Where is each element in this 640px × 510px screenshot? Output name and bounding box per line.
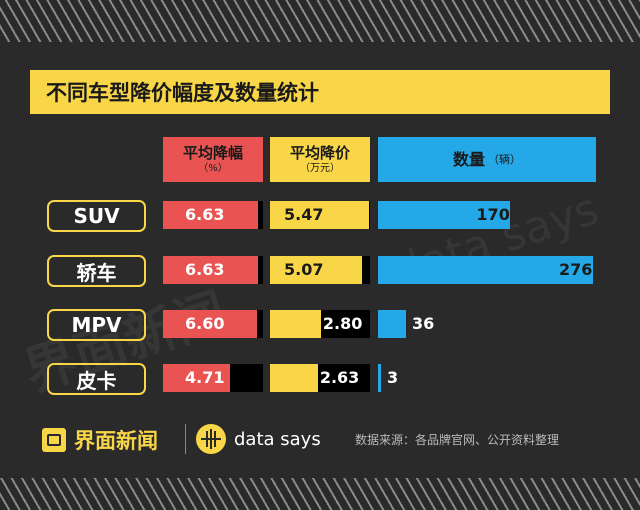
jiemian-logo-text: 界面新闻 [74, 429, 158, 453]
amt-track-2: 2.80 [270, 310, 370, 338]
header-amt-unit: （万元） [300, 162, 340, 174]
datasays-logo-text: data says [234, 428, 321, 450]
count-value-label-3: 3 [387, 368, 399, 387]
amt-bar-2 [270, 310, 321, 338]
pct-track-1: 6.63 [163, 256, 263, 284]
header-count-label: 数量 [452, 149, 485, 169]
count-bar-1 [378, 256, 593, 284]
pct-track-2: 6.60 [163, 310, 263, 338]
header-pct-label: 平均降幅 [182, 143, 243, 162]
top-hatch-decoration [0, 0, 640, 42]
header-count-unit: （辆） [488, 152, 521, 166]
count-value-label-1: 276 [559, 260, 593, 279]
pct-value-label-0: 6.63 [185, 205, 225, 224]
amt-value-label-2: 2.80 [322, 314, 363, 333]
pct-value-label-3: 4.71 [185, 368, 225, 387]
amt-bar-1 [270, 256, 363, 284]
category-label-2: MPV [47, 309, 146, 341]
count-bar-3 [378, 364, 381, 392]
pct-value-label-2: 6.60 [185, 314, 225, 333]
amt-track-0: 5.47 [270, 201, 370, 229]
header-avg-discount-amount: 平均降价 （万元） [270, 137, 370, 182]
amt-track-1: 5.07 [270, 256, 370, 284]
count-bar-0 [378, 201, 511, 229]
datasays-logo-icon [196, 424, 226, 454]
pct-bar-3 [163, 364, 231, 392]
amt-bar-0 [270, 201, 370, 229]
pct-value-label-1: 6.63 [185, 260, 225, 279]
header-count: 数量 （辆） [378, 137, 596, 182]
amt-value-label-0: 5.47 [284, 205, 324, 224]
chart-title-box: 不同车型降价幅度及数量统计 [30, 70, 610, 114]
pct-bar-2 [163, 310, 258, 338]
pct-bar-0 [163, 201, 258, 229]
count-value-label-0: 170 [476, 205, 510, 224]
category-label-3: 皮卡 [47, 363, 146, 395]
amt-bar-3 [270, 364, 318, 392]
jiemian-logo-icon [42, 428, 66, 452]
header-pct-unit: （%） [198, 162, 228, 174]
category-label-1: 轿车 [47, 255, 146, 287]
pct-track-3: 4.71 [163, 364, 263, 392]
amt-value-label-3: 2.63 [319, 368, 360, 387]
amt-value-label-1: 5.07 [284, 260, 324, 279]
pct-track-0: 6.63 [163, 201, 263, 229]
pct-bar-1 [163, 256, 258, 284]
bottom-hatch-decoration [0, 478, 640, 510]
datasays-logo: data says [196, 424, 321, 454]
count-bar-2 [378, 310, 407, 338]
category-label-0: SUV [47, 200, 146, 232]
header-amt-label: 平均降价 [289, 143, 350, 162]
header-avg-discount-pct: 平均降幅 （%） [163, 137, 263, 182]
amt-track-3: 2.63 [270, 364, 370, 392]
data-source-note: 数据来源：各品牌官网、公开资料整理 [355, 433, 560, 447]
chart-title: 不同车型降价幅度及数量统计 [46, 81, 319, 105]
jiemian-logo: 界面新闻 [42, 425, 158, 455]
footer-divider [185, 424, 186, 454]
count-value-label-2: 36 [412, 314, 435, 333]
